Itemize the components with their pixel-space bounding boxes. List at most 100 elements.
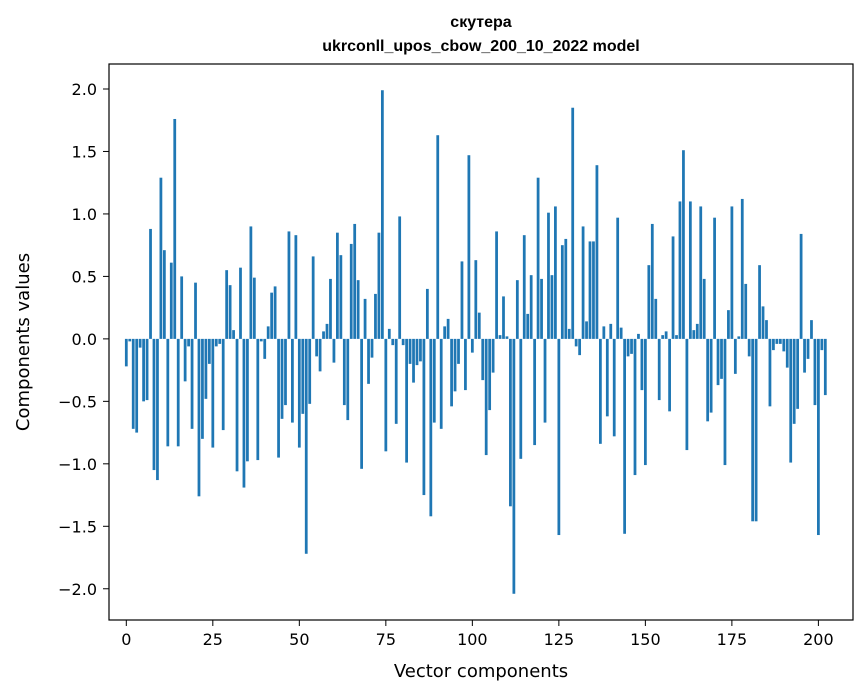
bar-87	[425, 288, 429, 339]
bar-77	[391, 338, 395, 346]
bar-103	[481, 338, 485, 381]
bar-7	[149, 228, 152, 339]
bar-191	[785, 338, 789, 368]
bar-182	[754, 338, 758, 522]
bar-135	[592, 241, 595, 339]
bar-178	[740, 198, 744, 339]
bar-201	[820, 338, 824, 351]
y-tick-label: 2.0	[72, 80, 97, 99]
bar-158	[671, 236, 675, 339]
bar-48	[291, 338, 294, 423]
bar-136	[595, 165, 599, 339]
bar-151	[647, 265, 651, 339]
bar-138	[602, 326, 606, 339]
bar-16	[180, 276, 184, 339]
y-axis-ticks: −2.0 −1.5 −1.0 −0.5 0.0 0.5 1.0 1.5 2.0	[58, 80, 109, 599]
bar-150	[643, 338, 647, 466]
x-tick-label: 125	[544, 630, 575, 649]
bar-37	[252, 277, 256, 339]
bar-60	[332, 338, 336, 363]
y-tick-label: −0.5	[58, 392, 97, 411]
bar-52	[304, 338, 308, 554]
bar-121	[543, 338, 547, 423]
bar-50	[297, 338, 301, 448]
bar-131	[578, 338, 582, 356]
bar-39	[259, 338, 263, 342]
bar-124	[554, 206, 557, 339]
bar-96	[457, 338, 460, 364]
bar-119	[536, 177, 540, 339]
bar-129	[571, 107, 575, 339]
bar-145	[626, 338, 630, 357]
bar-169	[709, 338, 713, 413]
bar-18	[187, 338, 190, 347]
bar-160	[678, 201, 682, 339]
bar-95	[453, 338, 457, 392]
bar-127	[564, 238, 568, 339]
bar-32	[235, 338, 239, 472]
bar-56	[318, 338, 322, 372]
bar-74	[380, 90, 384, 339]
bar-62	[339, 255, 343, 339]
bar-43	[273, 286, 277, 339]
bar-110	[505, 336, 509, 339]
bar-156	[664, 331, 668, 339]
bar-118	[533, 338, 537, 446]
bar-94	[450, 338, 453, 407]
bar-164	[692, 330, 696, 339]
x-axis-label: Vector components	[394, 661, 568, 682]
bar-22	[201, 338, 204, 439]
bar-167	[702, 278, 706, 339]
bar-133	[585, 321, 588, 339]
bar-188	[775, 338, 779, 344]
bar-159	[675, 335, 678, 339]
bar-49	[294, 235, 298, 339]
bar-126	[560, 245, 564, 339]
bar-65	[349, 243, 353, 339]
bar-139	[605, 338, 609, 417]
bar-53	[308, 338, 312, 404]
bar-116	[526, 313, 530, 339]
bar-9	[156, 338, 159, 481]
bar-187	[772, 338, 775, 351]
bar-166	[699, 206, 703, 339]
bar-173	[723, 338, 727, 466]
chart-subtitle: ukrconll_upos_cbow_200_10_2022 model	[322, 38, 639, 55]
bar-55	[315, 338, 319, 357]
bar-184	[761, 306, 765, 339]
bar-196	[803, 338, 806, 373]
bar-152	[650, 223, 654, 339]
bar-132	[581, 226, 585, 339]
bar-82	[408, 338, 412, 364]
bar-26	[214, 338, 218, 347]
bar-25	[211, 338, 215, 448]
bar-165	[695, 323, 699, 339]
x-tick-label: 100	[457, 630, 488, 649]
bar-63	[342, 338, 346, 406]
bar-111	[509, 338, 512, 507]
bar-35	[246, 338, 249, 462]
x-tick-label: 50	[289, 630, 309, 649]
bar-79	[398, 216, 402, 339]
bar-168	[706, 338, 710, 422]
bar-163	[688, 201, 692, 339]
bar-148	[637, 333, 640, 339]
bar-101	[474, 260, 478, 339]
bar-114	[519, 338, 523, 459]
plot-border	[108, 63, 854, 621]
bar-194	[796, 338, 800, 409]
bar-186	[768, 338, 772, 407]
bar-23	[204, 338, 208, 399]
bar-134	[588, 241, 592, 339]
bar-154	[657, 338, 661, 401]
bar-27	[218, 338, 222, 344]
bars-group	[124, 90, 827, 594]
bar-107	[495, 231, 498, 339]
y-tick-label: 0.5	[72, 267, 97, 286]
y-tick-label: 1.0	[72, 205, 97, 224]
bar-21	[197, 338, 201, 497]
bar-142	[616, 217, 620, 339]
bar-3	[135, 338, 139, 433]
bar-176	[733, 338, 737, 374]
bar-155	[661, 335, 665, 339]
